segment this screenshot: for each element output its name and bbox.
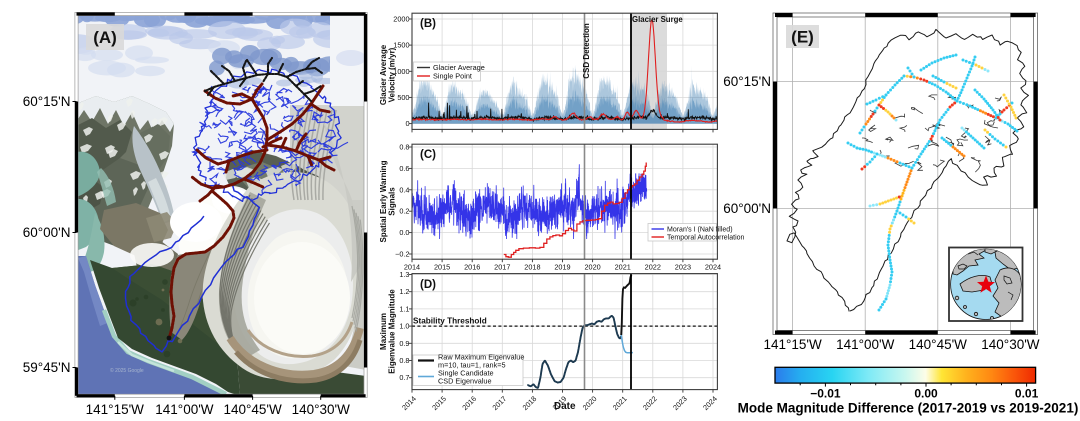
svg-text:59°45'N: 59°45'N — [23, 360, 71, 375]
svg-text:(C): (C) — [420, 149, 436, 161]
svg-text:0.8: 0.8 — [399, 356, 409, 365]
svg-text:Velocity (m/yr): Velocity (m/yr) — [388, 47, 397, 102]
svg-text:2017: 2017 — [494, 263, 510, 272]
svg-text:Mode Magnitude Difference (201: Mode Magnitude Difference (2017-2019 vs … — [738, 401, 1079, 416]
svg-text:141°15'W: 141°15'W — [763, 337, 822, 352]
svg-text:0.4: 0.4 — [399, 185, 409, 194]
svg-text:1.2: 1.2 — [399, 287, 409, 296]
svg-text:0.8: 0.8 — [399, 143, 409, 152]
svg-text:2019: 2019 — [554, 263, 570, 272]
svg-text:500: 500 — [397, 93, 409, 102]
svg-text:2021: 2021 — [615, 263, 631, 272]
svg-text:Signals: Signals — [388, 187, 397, 216]
svg-text:1000: 1000 — [393, 67, 409, 76]
svg-text:60°15'N: 60°15'N — [23, 94, 71, 109]
svg-text:Maximum: Maximum — [379, 313, 388, 350]
svg-text:141°15'W: 141°15'W — [86, 402, 145, 417]
svg-text:Glacier Surge: Glacier Surge — [632, 15, 683, 24]
svg-text:0: 0 — [405, 119, 409, 128]
svg-text:140°45'W: 140°45'W — [223, 402, 282, 417]
svg-text:2024: 2024 — [705, 263, 721, 272]
svg-text:140°45'W: 140°45'W — [909, 337, 968, 352]
svg-text:1500: 1500 — [393, 41, 409, 50]
svg-text:Date: Date — [554, 401, 576, 412]
svg-text:140°30'W: 140°30'W — [981, 337, 1040, 352]
svg-text:0.0: 0.0 — [399, 228, 409, 237]
svg-text:Single Candidate: Single Candidate — [438, 369, 494, 378]
svg-text:Single Point: Single Point — [433, 72, 472, 81]
svg-text:2014: 2014 — [404, 263, 420, 272]
svg-text:Raw Maximum Eigenvalue: Raw Maximum Eigenvalue — [438, 353, 524, 362]
svg-text:141°00'W: 141°00'W — [155, 402, 214, 417]
svg-text:(B): (B) — [420, 18, 436, 30]
svg-text:0.9: 0.9 — [399, 339, 409, 348]
svg-text:1.0: 1.0 — [399, 322, 409, 331]
svg-text:2023: 2023 — [675, 263, 691, 272]
svg-text:2020: 2020 — [584, 263, 600, 272]
svg-text:2022: 2022 — [645, 263, 661, 272]
svg-text:1.3: 1.3 — [399, 270, 409, 279]
svg-text:2018: 2018 — [524, 263, 540, 272]
svg-text:Glacier Average: Glacier Average — [433, 63, 485, 72]
svg-text:140°30'W: 140°30'W — [292, 402, 351, 417]
svg-text:Eigenvalue Magnitude: Eigenvalue Magnitude — [388, 289, 397, 374]
svg-text:© 2025 Google: © 2025 Google — [110, 367, 144, 374]
svg-text:CSD Detection: CSD Detection — [582, 23, 591, 79]
svg-text:−0.01: −0.01 — [810, 387, 841, 401]
svg-text:(E): (E) — [791, 28, 814, 47]
svg-text:0.00: 0.00 — [914, 387, 938, 401]
svg-text:0.6: 0.6 — [399, 164, 409, 173]
svg-text:0.7: 0.7 — [399, 373, 409, 382]
svg-text:CSD Eigenvalue: CSD Eigenvalue — [438, 377, 492, 386]
svg-text:Moran's I (NaN filled): Moran's I (NaN filled) — [667, 227, 733, 234]
svg-text:2000: 2000 — [393, 15, 409, 24]
svg-text:141°00'W: 141°00'W — [836, 337, 895, 352]
svg-text:2015: 2015 — [434, 263, 450, 272]
svg-text:Glacier Average: Glacier Average — [379, 44, 388, 105]
svg-text:1.1: 1.1 — [399, 304, 409, 313]
svg-text:(D): (D) — [420, 279, 436, 291]
svg-text:Spatial Early Warning: Spatial Early Warning — [379, 160, 388, 242]
svg-text:0.2: 0.2 — [399, 207, 409, 216]
svg-text:m=10, tau=1, rank=5: m=10, tau=1, rank=5 — [438, 361, 506, 370]
svg-text:−0.2: −0.2 — [395, 250, 409, 259]
svg-text:60°00'N: 60°00'N — [723, 201, 771, 216]
svg-text:Temporal Autocorrelation: Temporal Autocorrelation — [667, 235, 745, 242]
svg-text:60°00'N: 60°00'N — [23, 225, 71, 240]
svg-text:Stability Threshold: Stability Threshold — [413, 317, 487, 326]
svg-text:60°15'N: 60°15'N — [723, 74, 771, 89]
svg-text:(A): (A) — [93, 28, 117, 47]
svg-text:2016: 2016 — [464, 263, 480, 272]
svg-text:0.01: 0.01 — [1015, 387, 1039, 401]
